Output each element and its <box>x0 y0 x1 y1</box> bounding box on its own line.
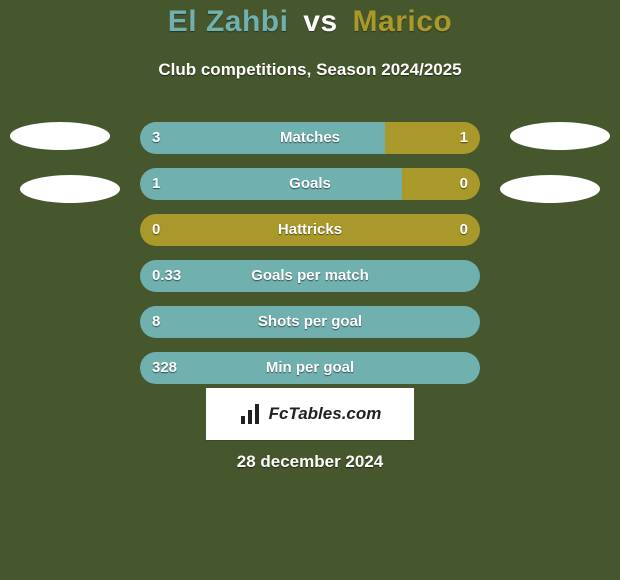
stat-label: Goals <box>140 168 480 200</box>
comparison-card: El Zahbi vs Marico Club competitions, Se… <box>0 0 620 580</box>
fctables-logo: FcTables.com <box>206 388 414 440</box>
stat-label: Matches <box>140 122 480 154</box>
logo-text: FcTables.com <box>269 404 382 424</box>
stat-track: 0.33 Goals per match <box>140 260 480 292</box>
stat-label: Hattricks <box>140 214 480 246</box>
stat-label: Goals per match <box>140 260 480 292</box>
vs-text: vs <box>303 5 337 38</box>
stat-bars: 3 Matches 1 1 Goals 0 0 Hattricks 0 <box>0 122 620 398</box>
stat-row: 3 Matches 1 <box>0 122 620 154</box>
player1-name: El Zahbi <box>168 5 289 38</box>
stat-row: 0.33 Goals per match <box>0 260 620 292</box>
player2-value: 0 <box>460 168 468 200</box>
stat-row: 8 Shots per goal <box>0 306 620 338</box>
stat-track: 0 Hattricks 0 <box>140 214 480 246</box>
bar-chart-icon <box>239 402 263 426</box>
stat-track: 1 Goals 0 <box>140 168 480 200</box>
stat-row: 1 Goals 0 <box>0 168 620 200</box>
stat-label: Min per goal <box>140 352 480 384</box>
stat-track: 328 Min per goal <box>140 352 480 384</box>
stat-track: 3 Matches 1 <box>140 122 480 154</box>
player2-value: 0 <box>460 214 468 246</box>
date: 28 december 2024 <box>0 452 620 472</box>
player2-value: 1 <box>460 122 468 154</box>
page-title: El Zahbi vs Marico <box>0 5 620 39</box>
subtitle: Club competitions, Season 2024/2025 <box>0 60 620 80</box>
stat-row: 0 Hattricks 0 <box>0 214 620 246</box>
player2-name: Marico <box>353 5 453 38</box>
stat-label: Shots per goal <box>140 306 480 338</box>
stat-track: 8 Shots per goal <box>140 306 480 338</box>
stat-row: 328 Min per goal <box>0 352 620 384</box>
